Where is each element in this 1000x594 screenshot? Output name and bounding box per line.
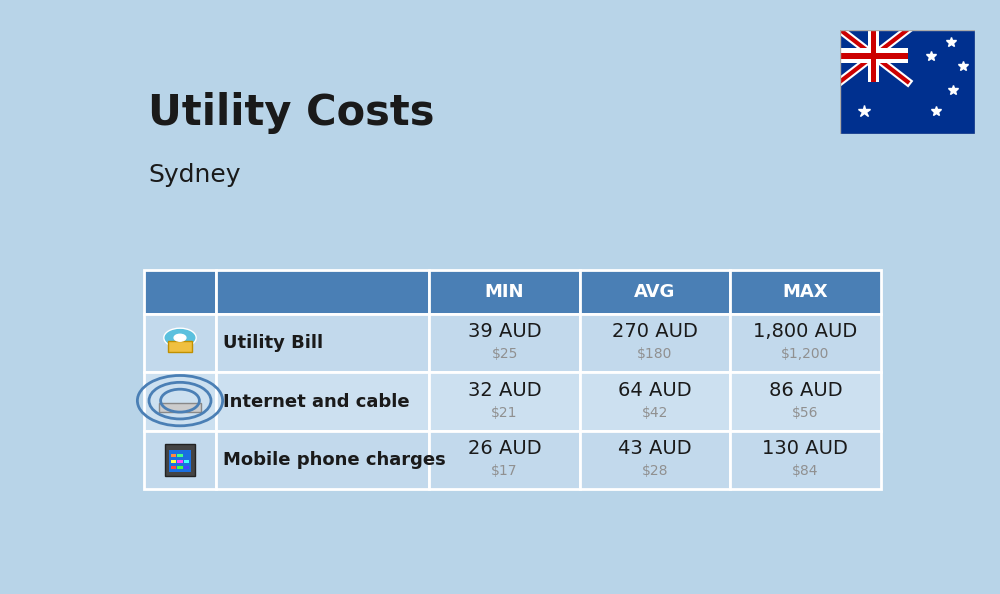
Bar [580, 372, 730, 431]
Bar [730, 372, 881, 431]
Text: Utility Bill: Utility Bill [223, 334, 324, 352]
Text: MIN: MIN [485, 283, 524, 301]
Bar [177, 466, 183, 469]
Text: $1,200: $1,200 [781, 347, 830, 361]
Bar [184, 466, 189, 469]
Text: 1,800 AUD: 1,800 AUD [753, 322, 858, 341]
Bar [730, 431, 881, 489]
Bar [144, 270, 216, 314]
Bar [177, 460, 183, 463]
Bar [429, 431, 580, 489]
Bar [871, 30, 876, 81]
Text: $180: $180 [637, 347, 673, 361]
Text: $56: $56 [792, 406, 819, 420]
Bar [730, 270, 881, 314]
Bar [171, 454, 176, 457]
Bar [840, 53, 908, 59]
Bar [429, 372, 580, 431]
Bar [144, 431, 216, 489]
Bar [840, 49, 908, 63]
Bar [168, 341, 192, 352]
Text: 64 AUD: 64 AUD [618, 381, 692, 400]
Bar [429, 270, 580, 314]
Text: 26 AUD: 26 AUD [468, 439, 541, 458]
Bar [216, 372, 429, 431]
Text: $25: $25 [491, 347, 518, 361]
Text: $42: $42 [642, 406, 668, 420]
Bar [730, 314, 881, 372]
Text: AVG: AVG [634, 283, 676, 301]
Bar [868, 30, 879, 81]
Bar [216, 314, 429, 372]
Text: Utility Costs: Utility Costs [148, 92, 435, 134]
Bar [171, 466, 176, 469]
Circle shape [164, 328, 196, 347]
Bar [216, 431, 429, 489]
Text: 130 AUD: 130 AUD [762, 439, 848, 458]
Text: 43 AUD: 43 AUD [618, 439, 692, 458]
Text: Mobile phone charges: Mobile phone charges [223, 451, 446, 469]
Bar [216, 270, 429, 314]
Bar [177, 454, 183, 457]
Text: 39 AUD: 39 AUD [468, 322, 541, 341]
Text: $21: $21 [491, 406, 518, 420]
Bar [429, 314, 580, 372]
Bar [159, 403, 201, 412]
Bar [144, 372, 216, 431]
Bar [184, 460, 189, 463]
Text: $17: $17 [491, 465, 518, 479]
Bar [580, 270, 730, 314]
Bar [165, 444, 195, 476]
Text: Internet and cable: Internet and cable [223, 393, 410, 410]
Bar [580, 431, 730, 489]
Text: $84: $84 [792, 465, 819, 479]
Text: $28: $28 [642, 465, 668, 479]
Bar [144, 314, 216, 372]
Circle shape [174, 334, 186, 341]
Bar [171, 460, 176, 463]
Text: 86 AUD: 86 AUD [769, 381, 842, 400]
Bar [580, 314, 730, 372]
Bar [169, 450, 191, 472]
Text: Sydney: Sydney [148, 163, 241, 187]
Text: 270 AUD: 270 AUD [612, 322, 698, 341]
Text: MAX: MAX [783, 283, 828, 301]
Text: 32 AUD: 32 AUD [468, 381, 541, 400]
